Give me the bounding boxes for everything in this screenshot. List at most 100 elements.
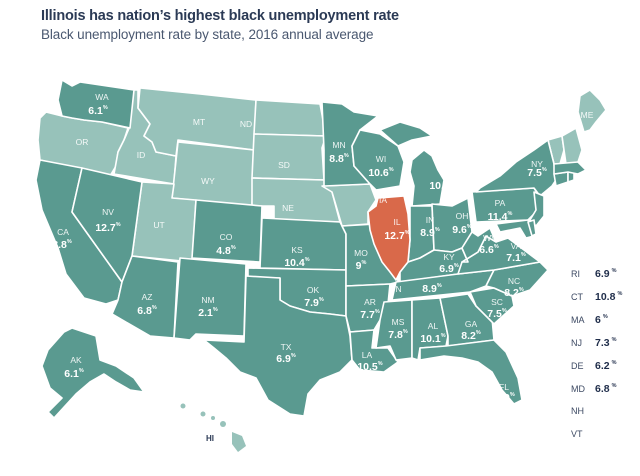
state-ga[interactable] bbox=[439, 293, 495, 347]
chart-title: Illinois has nation’s highest black unem… bbox=[41, 8, 399, 24]
svg-text:IA: IA bbox=[379, 195, 387, 205]
svg-text:6.6%: 6.6% bbox=[479, 244, 499, 256]
state-ar[interactable] bbox=[345, 283, 391, 333]
state-la[interactable] bbox=[349, 329, 399, 373]
svg-text:6.1%: 6.1% bbox=[64, 368, 84, 380]
state-az[interactable] bbox=[111, 255, 179, 339]
state-de[interactable] bbox=[527, 219, 537, 237]
state-nj[interactable] bbox=[529, 191, 545, 227]
state-fl[interactable] bbox=[419, 339, 523, 405]
svg-text:8.2%: 8.2% bbox=[504, 287, 524, 299]
svg-text:10.5%: 10.5% bbox=[357, 361, 382, 373]
state-mt[interactable] bbox=[137, 87, 257, 157]
state-ak[interactable] bbox=[41, 327, 145, 419]
svg-text:WV: WV bbox=[483, 233, 497, 243]
state-value: 6.8 bbox=[595, 383, 610, 395]
percent-sign: % bbox=[611, 337, 617, 343]
small-state-ri: RI 6.9% bbox=[571, 268, 617, 280]
state-value: 6 bbox=[595, 314, 601, 326]
small-state-nj: NJ 7.3% bbox=[571, 337, 617, 349]
state-ma[interactable] bbox=[553, 161, 587, 175]
svg-text:UT: UT bbox=[153, 220, 164, 230]
svg-text:WA: WA bbox=[95, 92, 109, 102]
state-wa[interactable] bbox=[57, 79, 135, 129]
svg-text:12.7%: 12.7% bbox=[384, 230, 409, 242]
state-md[interactable] bbox=[495, 219, 535, 239]
svg-text:6.9%: 6.9% bbox=[439, 263, 459, 275]
state-abbr: VT bbox=[571, 429, 583, 439]
small-state-ct: CT 10.8% bbox=[571, 291, 622, 303]
svg-text:NM: NM bbox=[201, 295, 214, 305]
percent-sign: % bbox=[617, 291, 623, 297]
state-hi[interactable] bbox=[180, 403, 247, 453]
svg-text:KS: KS bbox=[291, 245, 303, 255]
svg-text:8.8%: 8.8% bbox=[52, 239, 72, 251]
state-tx[interactable] bbox=[203, 275, 353, 417]
svg-text:AL: AL bbox=[428, 321, 439, 331]
state-abbr: MA bbox=[571, 315, 585, 325]
state-nd[interactable] bbox=[253, 99, 327, 137]
state-me[interactable] bbox=[577, 89, 607, 133]
small-state-ma: MA 6% bbox=[571, 314, 608, 326]
svg-text:10.4%: 10.4% bbox=[284, 257, 309, 269]
small-state-md: MD 6.8% bbox=[571, 383, 617, 395]
svg-text:SC: SC bbox=[491, 297, 503, 307]
state-value: 7.3 bbox=[595, 337, 610, 349]
percent-sign: % bbox=[611, 360, 617, 366]
svg-text:MI: MI bbox=[437, 157, 446, 167]
svg-text:7.8%: 7.8% bbox=[388, 329, 408, 341]
state-il[interactable] bbox=[367, 195, 411, 282]
svg-text:AZ: AZ bbox=[142, 292, 153, 302]
svg-text:2.1%: 2.1% bbox=[198, 307, 218, 319]
svg-text:IL: IL bbox=[393, 217, 400, 227]
svg-text:10.6%: 10.6% bbox=[368, 167, 393, 179]
svg-text:GA: GA bbox=[465, 319, 478, 329]
svg-text:9%: 9% bbox=[356, 260, 367, 272]
small-state-vt: VT bbox=[571, 429, 595, 439]
state-wi[interactable] bbox=[351, 129, 405, 191]
state-sd[interactable] bbox=[251, 133, 327, 181]
svg-text:8.2%: 8.2% bbox=[461, 330, 481, 342]
svg-text:NC: NC bbox=[508, 276, 520, 286]
svg-text:LA: LA bbox=[362, 350, 373, 360]
svg-text:OK: OK bbox=[307, 285, 320, 295]
svg-text:OH: OH bbox=[456, 211, 469, 221]
svg-text:6.1%: 6.1% bbox=[88, 105, 108, 117]
svg-text:4.8%: 4.8% bbox=[216, 245, 236, 257]
state-mi[interactable] bbox=[379, 121, 445, 207]
svg-text:10.1%: 10.1% bbox=[420, 333, 445, 345]
svg-text:8.9%: 8.9% bbox=[422, 283, 442, 295]
state-labels: WA 6.1% OR ID MT WY UT CA 8.8% NV 12.7% … bbox=[52, 92, 593, 404]
svg-text:SD: SD bbox=[278, 160, 290, 170]
svg-text:7.9%: 7.9% bbox=[304, 297, 324, 309]
percent-sign: % bbox=[611, 383, 617, 389]
svg-text:8.9%: 8.9% bbox=[420, 227, 440, 239]
chart-subtitle: Black unemployment rate by state, 2016 a… bbox=[41, 27, 374, 42]
svg-text:6.9%: 6.9% bbox=[276, 353, 296, 365]
state-abbr: NH bbox=[571, 406, 584, 416]
state-label-hi: HI bbox=[206, 434, 214, 443]
state-abbr: DE bbox=[571, 361, 584, 371]
state-nh[interactable] bbox=[561, 127, 583, 165]
svg-text:7.7%: 7.7% bbox=[360, 309, 380, 321]
small-state-nh: NH bbox=[571, 406, 595, 416]
svg-text:CO: CO bbox=[220, 232, 233, 242]
svg-text:AR: AR bbox=[364, 297, 376, 307]
state-abbr: NJ bbox=[571, 338, 582, 348]
svg-text:MS: MS bbox=[392, 317, 405, 327]
svg-text:OR: OR bbox=[76, 137, 89, 147]
state-abbr: CT bbox=[571, 292, 583, 302]
svg-text:IN: IN bbox=[426, 215, 435, 225]
svg-text:7.1%: 7.1% bbox=[506, 252, 526, 264]
svg-text:CA: CA bbox=[57, 227, 69, 237]
state-nm[interactable] bbox=[173, 257, 247, 341]
svg-text:10.1%: 10.1% bbox=[429, 180, 454, 192]
svg-text:NV: NV bbox=[102, 207, 114, 217]
state-wy[interactable] bbox=[171, 141, 255, 207]
state-wv[interactable] bbox=[461, 227, 497, 263]
svg-text:FL: FL bbox=[499, 382, 509, 392]
svg-text:9.6%: 9.6% bbox=[452, 224, 472, 236]
svg-text:7.9%: 7.9% bbox=[495, 392, 515, 404]
svg-text:WY: WY bbox=[201, 176, 215, 186]
svg-text:8.8%: 8.8% bbox=[329, 153, 349, 165]
